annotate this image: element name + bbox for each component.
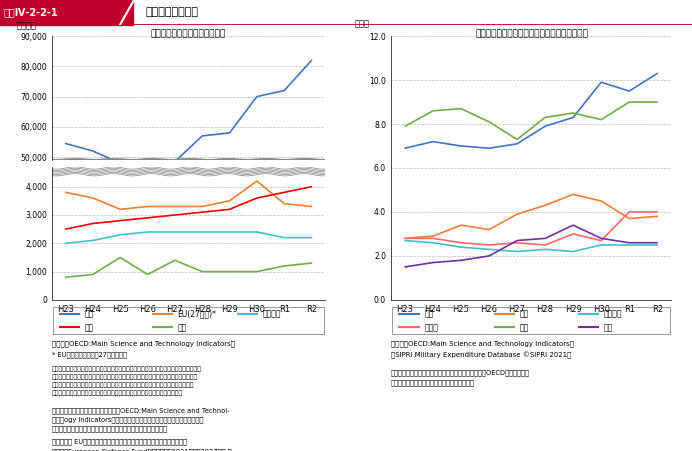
- Text: 英国: 英国: [520, 309, 529, 318]
- Text: ドイツ: ドイツ: [425, 323, 439, 332]
- Text: 米国: 米国: [425, 309, 434, 318]
- Text: EU(27ヵ国)*: EU(27ヵ国)*: [178, 309, 217, 318]
- Text: 図表Ⅳ-2-2-1: 図表Ⅳ-2-2-1: [4, 7, 59, 18]
- Text: * EUについては以下の27ヵ国の合計: * EUについては以下の27ヵ国の合計: [52, 352, 127, 359]
- Text: （注）：フランスの令和元年度のデータについては、OECDとフランス軍
　　　事省の公表値を積査中のため記載せず。: （注）：フランスの令和元年度のデータについては、OECDとフランス軍 事省の公表…: [391, 370, 530, 386]
- Text: （注１）：各国の国防研究開発費は『OECD:Main Science and Technol-
　　　ogy Indicators』に掟載された各国の研究開発費: （注１）：各国の国防研究開発費は『OECD:Main Science and T…: [52, 407, 230, 432]
- Text: 米国: 米国: [84, 309, 94, 318]
- Text: 韓国: 韓国: [520, 323, 529, 332]
- Text: 『SIPRI Military Expenditure Database ©SIPRI 2021』: 『SIPRI Military Expenditure Database ©SI…: [391, 352, 572, 359]
- Text: 主要国の国防研究開発費の推移: 主要国の国防研究開発費の推移: [151, 29, 226, 38]
- Text: 日本: 日本: [178, 323, 187, 332]
- Bar: [0, 0, 120, 25]
- Text: （注２）： EUにおいては各国の国防研究開発費とは別に「欧州防衛基金
　　　（European Defence Fund）」により、2021年から2027年に : （注２）： EUにおいては各国の国防研究開発費とは別に「欧州防衛基金 （Euro…: [52, 439, 232, 451]
- Text: イギリス: イギリス: [262, 309, 281, 318]
- Text: 主要国の国防費に対する研究開発費比率の推移: 主要国の国防費に対する研究開発費比率の推移: [475, 29, 588, 38]
- Text: 日本: 日本: [604, 323, 613, 332]
- Text: （％）: （％）: [354, 19, 370, 28]
- Text: 韓国: 韓国: [84, 323, 94, 332]
- Text: 出典：『OECD:Main Science and Technology Indicators』: 出典：『OECD:Main Science and Technology Ind…: [52, 341, 235, 347]
- Text: 「アイルランド　イタリア　エストニア　オーストリア　オランダ　キプロス　ギリシャ
クロアチア　スウェーデン　スペイン　スロバキア　スロベニア　チェコ　デンマーク: 「アイルランド イタリア エストニア オーストリア オランダ キプロス ギリシャ…: [52, 367, 202, 396]
- Text: フランス: フランス: [604, 309, 623, 318]
- Text: （億円）: （億円）: [17, 21, 37, 30]
- Text: 出典：『OECD:Main Science and Technology Indicators』: 出典：『OECD:Main Science and Technology Ind…: [391, 341, 574, 347]
- Text: 研究開発費の現状: 研究開発費の現状: [145, 7, 198, 18]
- Polygon shape: [120, 0, 133, 25]
